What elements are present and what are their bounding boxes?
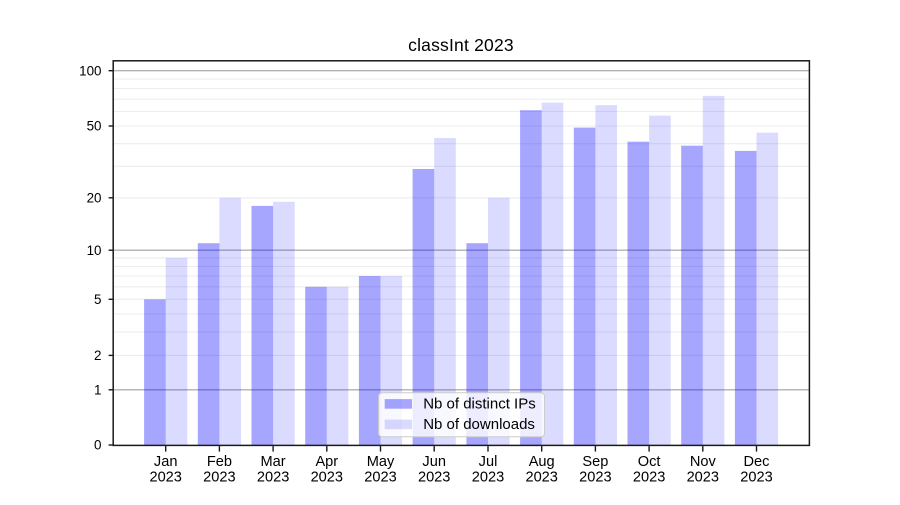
svg-text:50: 50: [87, 119, 102, 134]
svg-text:20: 20: [87, 191, 102, 206]
svg-text:Dec: Dec: [744, 454, 770, 470]
svg-text:0: 0: [94, 438, 101, 453]
svg-text:2023: 2023: [149, 469, 181, 485]
svg-text:2023: 2023: [633, 469, 665, 485]
svg-text:Sep: Sep: [582, 454, 608, 470]
svg-text:5: 5: [94, 292, 101, 307]
svg-text:Nb of distinct IPs: Nb of distinct IPs: [423, 396, 536, 413]
svg-text:10: 10: [87, 243, 102, 258]
svg-text:May: May: [367, 454, 395, 470]
svg-text:Apr: Apr: [315, 454, 338, 470]
svg-text:Feb: Feb: [207, 454, 232, 470]
svg-text:2023: 2023: [687, 469, 719, 485]
svg-text:Jun: Jun: [422, 454, 446, 470]
svg-text:2023: 2023: [579, 469, 611, 485]
svg-text:Jan: Jan: [154, 454, 178, 470]
svg-text:Jul: Jul: [479, 454, 498, 470]
svg-text:Oct: Oct: [638, 454, 661, 470]
svg-text:2023: 2023: [418, 469, 450, 485]
svg-text:2023: 2023: [525, 469, 557, 485]
svg-text:2023: 2023: [311, 469, 343, 485]
svg-text:1: 1: [94, 383, 101, 398]
svg-text:classInt 2023: classInt 2023: [408, 35, 514, 55]
svg-text:2: 2: [94, 348, 101, 363]
svg-text:2023: 2023: [257, 469, 289, 485]
svg-text:2023: 2023: [740, 469, 772, 485]
svg-text:Aug: Aug: [529, 454, 555, 470]
svg-text:2023: 2023: [364, 469, 396, 485]
svg-text:Mar: Mar: [261, 454, 286, 470]
svg-text:Nov: Nov: [690, 454, 717, 470]
svg-text:100: 100: [79, 63, 101, 78]
svg-text:2023: 2023: [472, 469, 504, 485]
svg-text:2023: 2023: [203, 469, 235, 485]
svg-text:Nb of downloads: Nb of downloads: [423, 416, 535, 433]
